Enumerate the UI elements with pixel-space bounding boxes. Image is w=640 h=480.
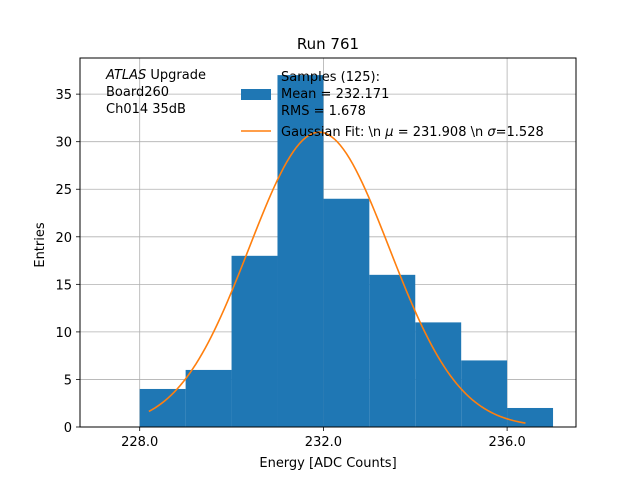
legend-samples-text: Mean = 232.171 [281,87,389,102]
histogram-bar [139,388,186,427]
x-tick-label: 236.0 [489,435,526,450]
legend-samples-text: RMS = 1.678 [281,104,366,119]
legend-fit-part: μ [384,125,393,140]
annotation-text: Upgrade [146,68,206,83]
y-tick-label: 0 [64,421,72,436]
gaussian-fit-line [148,131,526,424]
legend-fit-part: Gaussian Fit: \n [281,125,385,140]
y-tick-label: 30 [55,136,72,151]
histogram-bar [277,75,324,427]
histogram-bar [415,322,462,427]
plot-frame [79,57,577,428]
y-tick-label: 25 [55,183,72,198]
y-axis-label: Entries [33,222,48,268]
legend-samples-text: Samples (125): [281,70,380,85]
histogram-bar [323,198,370,427]
histogram-bar [507,407,554,427]
legend-fit-part: =1.528 [496,125,544,140]
x-tick-label: 228.0 [121,435,158,450]
annotation-line: ATLAS Upgrade [105,68,206,83]
legend-swatch-samples [241,89,271,100]
histogram-bar [231,255,278,427]
annotation-text: Ch014 35dB [106,102,186,117]
legend-fit-text: Gaussian Fit: \n μ = 231.908 \n σ=1.528 [281,125,544,140]
annotation-text: Board260 [106,85,169,100]
atlas-label: ATLAS [105,68,146,83]
annotation-line: Ch014 35dB [106,102,186,117]
y-tick-label: 5 [64,373,72,388]
axis-ticks: 228.0 232.0 236.0 0 5 10 15 20 25 30 35 [55,88,525,450]
atlas-annotation: ATLAS Upgrade Board260 Ch014 35dB [105,68,206,117]
legend: Samples (125): Mean = 232.171 RMS = 1.67… [241,70,544,140]
legend-fit-part: σ [487,125,496,140]
y-tick-label: 20 [55,231,72,246]
legend-fit-part: = 231.908 \n [394,125,488,140]
y-tick-label: 10 [55,326,72,341]
histogram-bar [369,274,416,427]
y-tick-label: 15 [55,278,72,293]
y-tick-label: 35 [55,88,72,103]
chart-title: Run 761 [297,35,359,53]
fit-curve-layer [148,131,526,424]
x-tick-label: 232.0 [305,435,342,450]
x-axis-label: Energy [ADC Counts] [259,456,396,471]
histogram-bar [185,369,232,427]
annotation-line: Board260 [106,85,169,100]
